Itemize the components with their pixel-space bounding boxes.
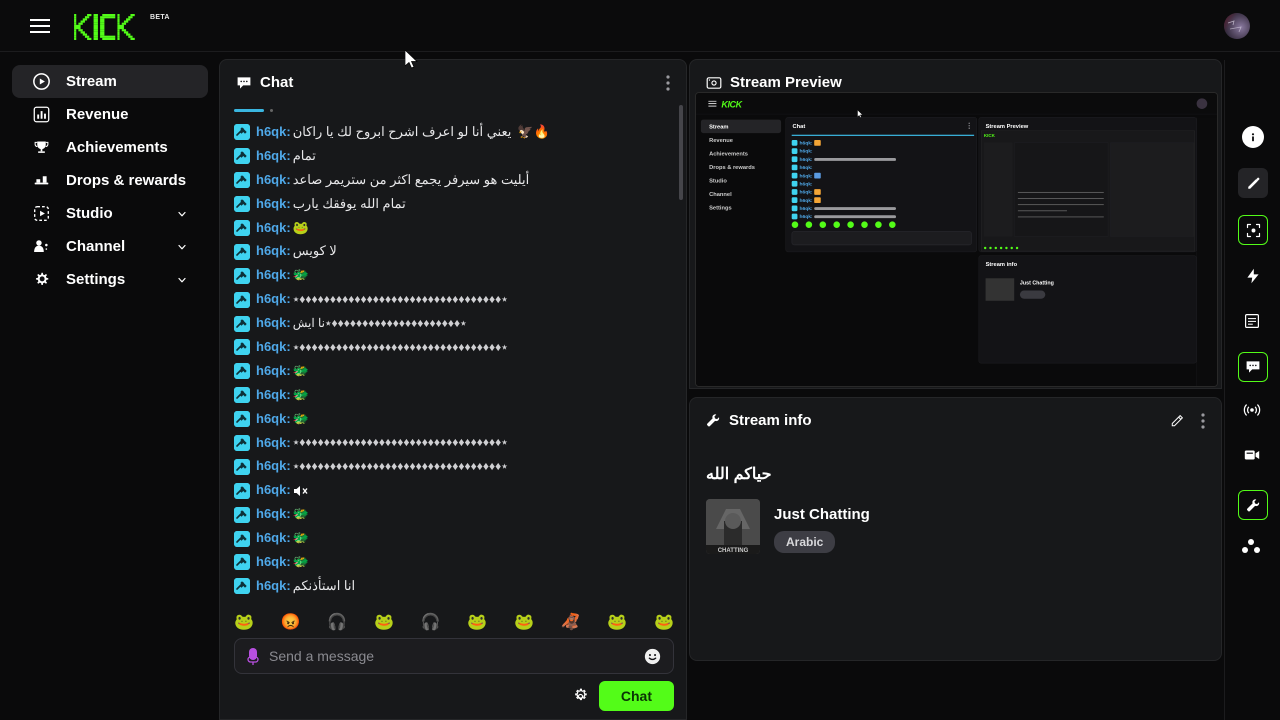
svg-text:CHATTING: CHATTING — [718, 548, 749, 554]
